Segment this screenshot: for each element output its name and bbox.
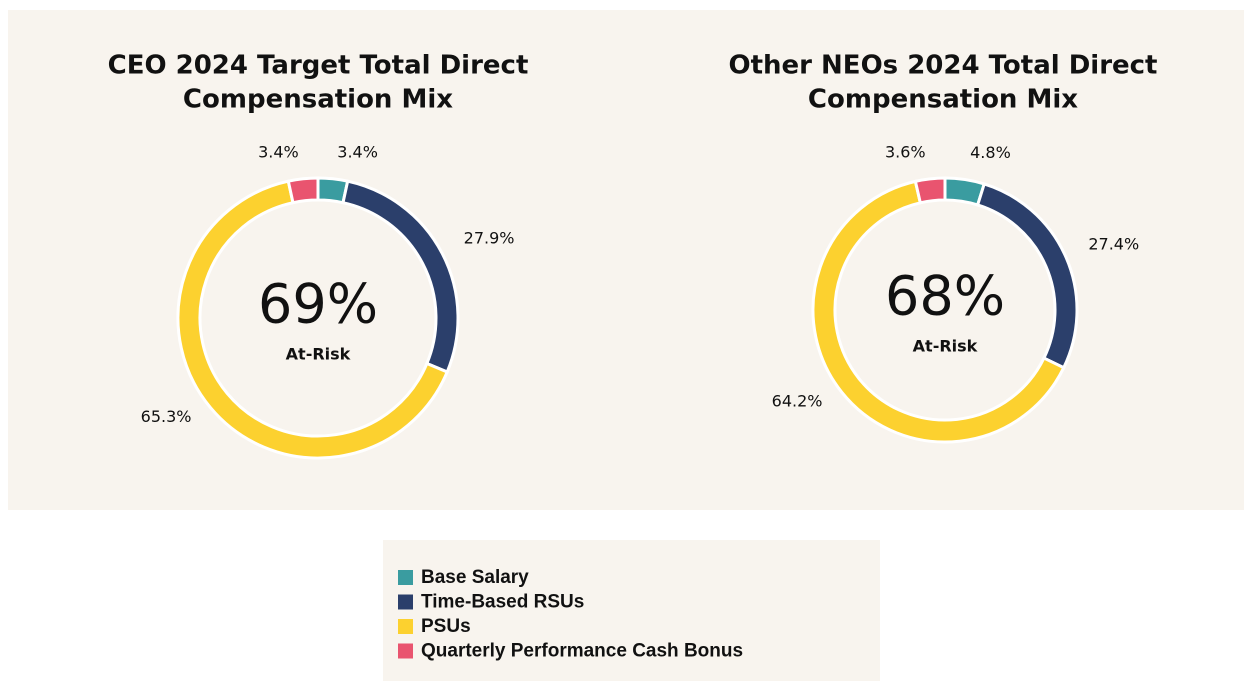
center-label: 68% (885, 265, 1005, 328)
legend-swatch (398, 570, 413, 585)
legend-swatch (398, 619, 413, 634)
donut-segment (286, 176, 320, 205)
data-label: 3.4% (258, 142, 299, 161)
legend-swatch (398, 594, 413, 610)
data-label: 3.4% (337, 142, 378, 161)
center-sublabel: At-Risk (286, 345, 351, 364)
chart-title: Compensation Mix (808, 85, 1078, 115)
chart-title: Other NEOs 2024 Total Direct (729, 51, 1158, 81)
center-sublabel: At-Risk (913, 337, 978, 356)
donut-segment (913, 176, 947, 205)
legend-box (383, 540, 880, 681)
chart-title: CEO 2024 Target Total Direct (108, 51, 529, 81)
legend-swatch (398, 643, 413, 659)
data-label: 65.3% (141, 407, 192, 426)
legend-label: Base Salary (421, 567, 529, 588)
data-label: 3.6% (885, 142, 926, 161)
donut-segment (176, 179, 450, 460)
data-label: 27.9% (464, 229, 515, 248)
legend-label: Time-Based RSUs (421, 592, 584, 613)
data-label: 27.4% (1088, 234, 1139, 253)
legend-label: Quarterly Performance Cash Bonus (421, 641, 743, 662)
center-label: 69% (258, 273, 378, 336)
legend-label: PSUs (421, 616, 471, 637)
data-label: 4.8% (970, 143, 1011, 162)
chart-title: Compensation Mix (183, 85, 453, 115)
data-label: 64.2% (772, 391, 823, 410)
donut-segment (811, 179, 1066, 444)
